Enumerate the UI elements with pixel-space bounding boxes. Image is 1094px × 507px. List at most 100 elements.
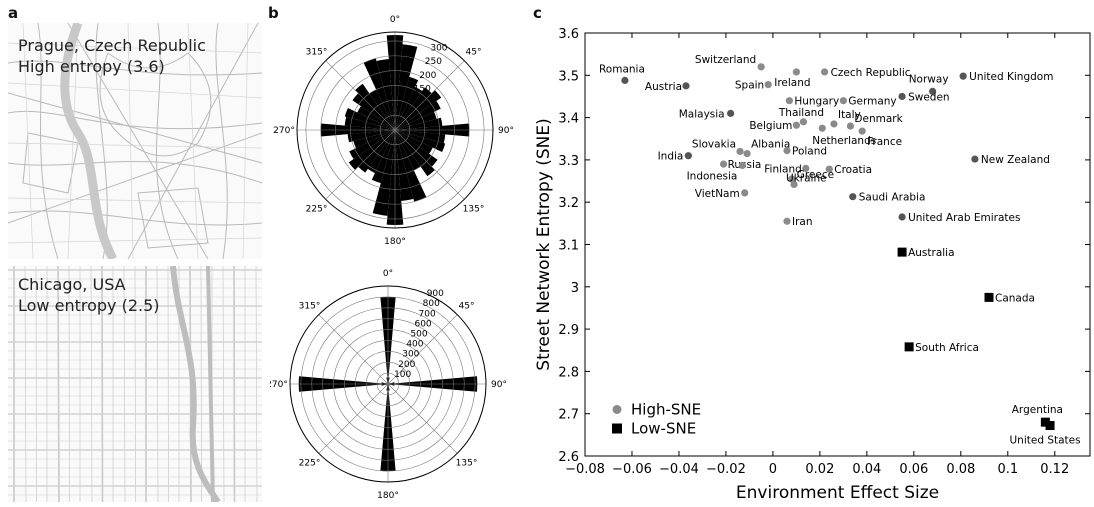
radial-tick-label: 250 — [425, 57, 442, 67]
street-line — [255, 266, 258, 502]
grid-spoke — [387, 383, 458, 454]
rose-bar — [395, 44, 418, 130]
point-low-sne — [904, 342, 914, 352]
angle-tick-label: 0° — [383, 269, 393, 279]
y-tick-label: 2.9 — [558, 323, 579, 338]
panel-label-a: a — [8, 4, 19, 22]
point-high-sne — [757, 63, 765, 71]
point-high-sne — [898, 92, 906, 101]
point-high-sne — [818, 124, 826, 132]
outer-ring — [296, 31, 494, 229]
rose-bar — [349, 130, 395, 159]
point-high-sne — [790, 180, 798, 189]
y-tick-label: 2.6 — [558, 450, 579, 465]
point-high-sne — [684, 152, 692, 160]
grid-spoke — [318, 383, 389, 454]
rose-bar — [395, 101, 441, 130]
angle-tick-label: 270° — [270, 380, 288, 390]
grid-spoke — [394, 129, 465, 200]
legend-label-low-sne: Low-SNE — [631, 420, 696, 438]
radial-tick-label: 800 — [423, 299, 440, 309]
point-high-sne — [792, 68, 800, 76]
point-high-sne — [738, 161, 746, 169]
point-high-sne — [743, 149, 751, 158]
angle-tick-label: 180° — [377, 491, 399, 501]
x-tick-label: −0.02 — [706, 462, 746, 477]
point-label: Czech Republic — [831, 67, 911, 79]
point-high-sne — [741, 189, 749, 197]
rose-bar — [395, 130, 435, 177]
radial-tick-label: 200 — [398, 360, 415, 370]
rose-bar — [376, 58, 395, 130]
highway-line — [170, 266, 221, 502]
point-label: Greece — [797, 169, 834, 181]
grid-spoke — [318, 314, 389, 385]
y-tick-label: 3.3 — [558, 154, 579, 169]
point-high-sne — [959, 72, 967, 80]
x-tick-label: 0.1 — [997, 462, 1018, 477]
radial-tick-label: 300 — [402, 350, 419, 360]
point-label: VietNam — [695, 188, 740, 200]
radial-tick-label: 600 — [414, 319, 431, 329]
point-label: Canada — [995, 292, 1035, 304]
rose-bar — [395, 76, 419, 130]
rose-bar — [344, 116, 395, 130]
chicago-orientation-rose: 0° 45° 90° 135° 180° 225° 270° 315° 100200300400… — [270, 269, 507, 501]
point-high-sne — [825, 165, 833, 173]
rose-bar — [363, 58, 395, 131]
x-tick-label: −0.04 — [659, 462, 699, 477]
rose-bar — [357, 106, 395, 130]
legend-marker-high-sne — [612, 404, 622, 414]
rose-bar — [352, 93, 395, 130]
x-tick-label: 0.04 — [852, 462, 881, 477]
rose-bar — [395, 86, 423, 130]
point-high-sne — [839, 97, 847, 105]
grid-spoke — [394, 60, 465, 131]
radial-tick-label: 500 — [410, 330, 427, 340]
point-high-sne — [849, 193, 857, 201]
point-high-sne — [858, 127, 866, 135]
angle-tick-label: 45° — [459, 302, 475, 312]
rose-bar — [386, 377, 388, 384]
point-high-sne — [971, 155, 979, 163]
point-label: Saudi Arabia — [859, 192, 926, 204]
y-tick-label: 3.2 — [558, 196, 579, 211]
point-high-sne — [785, 97, 793, 105]
point-label: Italy — [838, 109, 861, 121]
radial-tick-label: 150 — [414, 85, 431, 95]
y-tick-label: 2.8 — [558, 365, 579, 380]
point-high-sne — [621, 76, 629, 84]
rose-bar — [348, 130, 395, 170]
rose-bar — [353, 130, 395, 149]
chicago-street-map-grid — [8, 266, 262, 502]
rose-bar — [371, 130, 395, 184]
grid-spoke — [325, 129, 396, 200]
angle-tick-label: 315° — [306, 48, 328, 58]
point-label: Austria — [645, 81, 682, 93]
rose-bar — [395, 130, 433, 154]
radial-tick-label: 100 — [394, 370, 411, 380]
rose-bar — [395, 117, 443, 130]
radial-tick-label: 200 — [419, 71, 436, 81]
point-label: United Arab Emirates — [908, 212, 1020, 224]
point-high-sne — [792, 121, 800, 129]
y-axis-label: Street Network Entropy (SNE) — [534, 118, 554, 370]
rose-bar — [395, 130, 421, 171]
prague-orientation-rose: 0° 45° 90° 135° 180° 225° 270° 315° 150 200 250 300 — [273, 15, 514, 247]
point-label: Ireland — [774, 77, 810, 89]
street-line — [167, 266, 169, 502]
rose-bar — [395, 130, 427, 202]
point-low-sne — [897, 247, 907, 257]
angle-tick-label: 45° — [466, 48, 482, 58]
x-tick-label: −0.08 — [565, 462, 605, 477]
point-label: South Africa — [915, 342, 979, 354]
rose-bar — [372, 130, 395, 216]
grid-spoke — [325, 60, 396, 131]
street-line — [222, 266, 225, 502]
point-label: United States — [1010, 435, 1081, 447]
prague-city-label: Prague, Czech Republic — [18, 36, 206, 55]
rose-bar — [388, 384, 390, 391]
point-high-sne — [764, 81, 772, 89]
angle-tick-label: 135° — [463, 204, 485, 214]
point-label: Hungary — [794, 96, 839, 108]
